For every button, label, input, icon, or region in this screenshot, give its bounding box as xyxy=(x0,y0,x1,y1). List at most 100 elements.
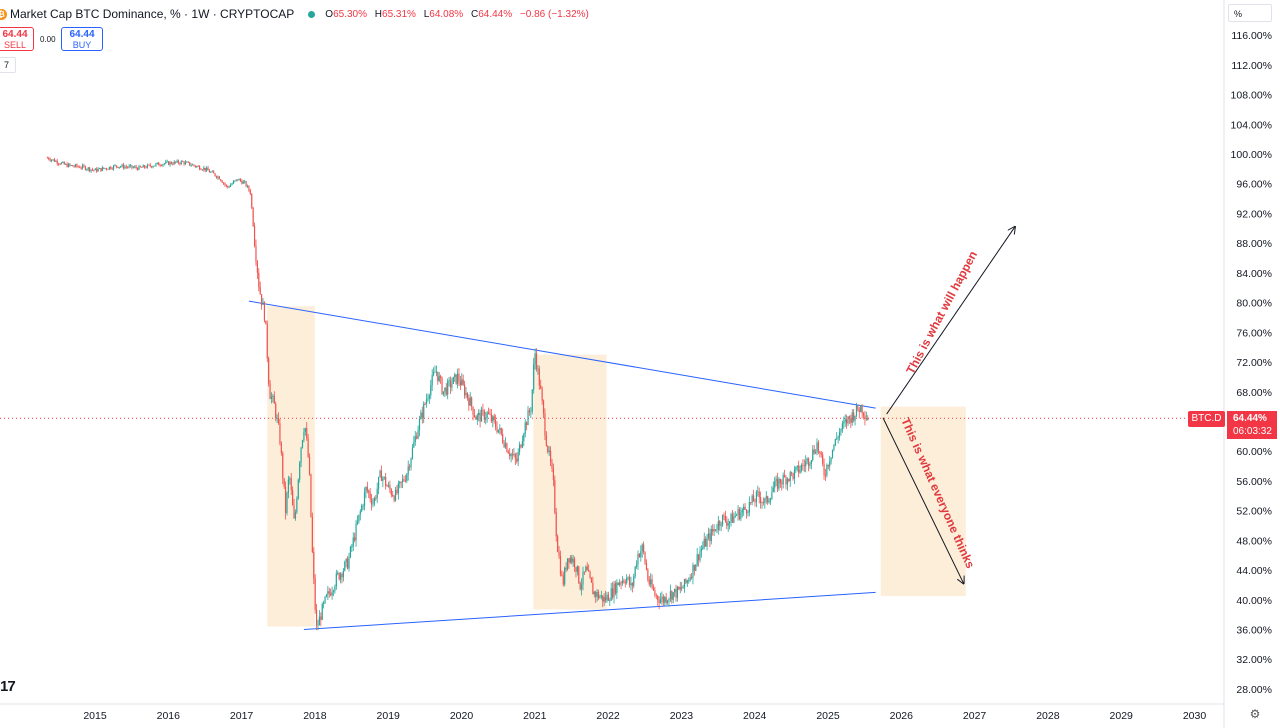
candle-body xyxy=(786,478,789,485)
tradingview-logo[interactable]: 17 xyxy=(0,678,16,695)
candle-body xyxy=(59,163,61,165)
candle-body xyxy=(261,294,263,305)
candle-body xyxy=(752,495,755,502)
candle-body xyxy=(565,567,567,570)
candle-body xyxy=(633,576,635,586)
candle-body xyxy=(758,491,760,498)
candle-body xyxy=(349,546,352,558)
candle-body xyxy=(72,165,74,167)
candle-body xyxy=(252,207,254,227)
candle-body xyxy=(96,168,98,172)
candle-body xyxy=(382,477,384,481)
candle-body xyxy=(620,582,622,584)
change-value: −0.86 (−1.32%) xyxy=(519,8,589,20)
candle-body xyxy=(826,464,828,476)
candle-body xyxy=(662,596,664,603)
candle-body xyxy=(800,464,803,470)
candle-body xyxy=(822,454,824,464)
candle-body xyxy=(358,514,360,522)
candle-body xyxy=(58,163,60,165)
candle-body xyxy=(641,544,643,552)
gear-icon[interactable]: ⚙ xyxy=(1249,707,1261,721)
candle-body xyxy=(495,420,497,428)
x-tick-14: 2029 xyxy=(1110,710,1134,722)
candle-body xyxy=(167,161,170,165)
candle-body xyxy=(186,161,188,163)
buy-button[interactable]: 64.44 BUY xyxy=(61,27,103,51)
candle-body xyxy=(141,167,143,168)
candle-body xyxy=(588,569,590,572)
candle-body xyxy=(392,494,394,497)
candle-body xyxy=(74,164,77,167)
candle-body xyxy=(84,166,87,170)
y-tick-20: 32.00% xyxy=(1236,654,1272,666)
candle-body xyxy=(668,598,670,601)
candle-body xyxy=(334,586,336,591)
candle-body xyxy=(865,417,867,419)
candle-body xyxy=(517,452,519,462)
indicators-toggle[interactable]: 7 xyxy=(0,57,16,73)
candle-body xyxy=(520,444,522,448)
candle-body xyxy=(444,387,446,392)
scale-mode-button[interactable]: % xyxy=(1228,4,1272,22)
candle-body xyxy=(139,166,141,168)
candle-body xyxy=(348,557,350,569)
candle-body xyxy=(486,412,488,418)
candle-body xyxy=(397,483,399,494)
candle-body xyxy=(511,454,514,456)
candle-body xyxy=(135,166,137,169)
candle-body xyxy=(610,588,612,601)
candle-body xyxy=(234,180,236,182)
x-tick-10: 2025 xyxy=(816,710,840,722)
candle-body xyxy=(586,566,588,570)
candle-body xyxy=(723,514,725,516)
candle-body xyxy=(688,580,690,582)
candle-body xyxy=(132,167,134,169)
candle-body xyxy=(269,383,271,399)
candle-body xyxy=(796,465,798,468)
y-tick-18: 40.00% xyxy=(1236,595,1272,607)
candle-body xyxy=(430,385,432,396)
candle-body xyxy=(549,450,552,463)
candle-body xyxy=(313,551,315,579)
y-tick-3: 104.00% xyxy=(1231,119,1272,131)
candle-body xyxy=(716,529,718,531)
candle-body xyxy=(789,472,791,482)
candle-body xyxy=(802,464,804,466)
candle-body xyxy=(492,416,494,422)
candle-body xyxy=(227,185,229,187)
candle-body xyxy=(834,439,836,446)
candle-body xyxy=(258,272,260,288)
candle-body xyxy=(210,171,212,173)
candle-body xyxy=(803,465,805,467)
candle-body xyxy=(452,376,454,384)
candles xyxy=(46,156,869,631)
candle-body xyxy=(647,569,649,580)
candle-body xyxy=(175,161,177,163)
candle-body xyxy=(792,473,794,479)
y-tick-17: 44.00% xyxy=(1236,565,1272,577)
candle-body xyxy=(173,161,175,165)
candle-body xyxy=(851,412,853,423)
candle-body xyxy=(497,429,500,433)
candle-body xyxy=(585,566,587,572)
candle-body xyxy=(827,464,829,467)
candle-body xyxy=(128,165,130,168)
symbol-title[interactable]: Market Cap BTC Dominance, % · 1W · CRYPT… xyxy=(10,7,295,21)
candle-body xyxy=(244,181,246,183)
candle-body xyxy=(727,523,729,526)
candle-body xyxy=(628,577,631,586)
candle-body xyxy=(76,164,78,167)
candle-body xyxy=(180,161,182,164)
candle-body xyxy=(617,582,619,586)
candle-body xyxy=(176,160,178,163)
sell-button[interactable]: 64.44 SELL xyxy=(0,27,34,51)
candle-body xyxy=(772,487,774,493)
candle-body xyxy=(155,163,157,166)
candle-body xyxy=(644,552,646,564)
y-tick-2: 108.00% xyxy=(1231,90,1272,102)
candle-body xyxy=(717,521,719,530)
candle-body xyxy=(521,441,523,448)
candle-body xyxy=(678,586,680,590)
